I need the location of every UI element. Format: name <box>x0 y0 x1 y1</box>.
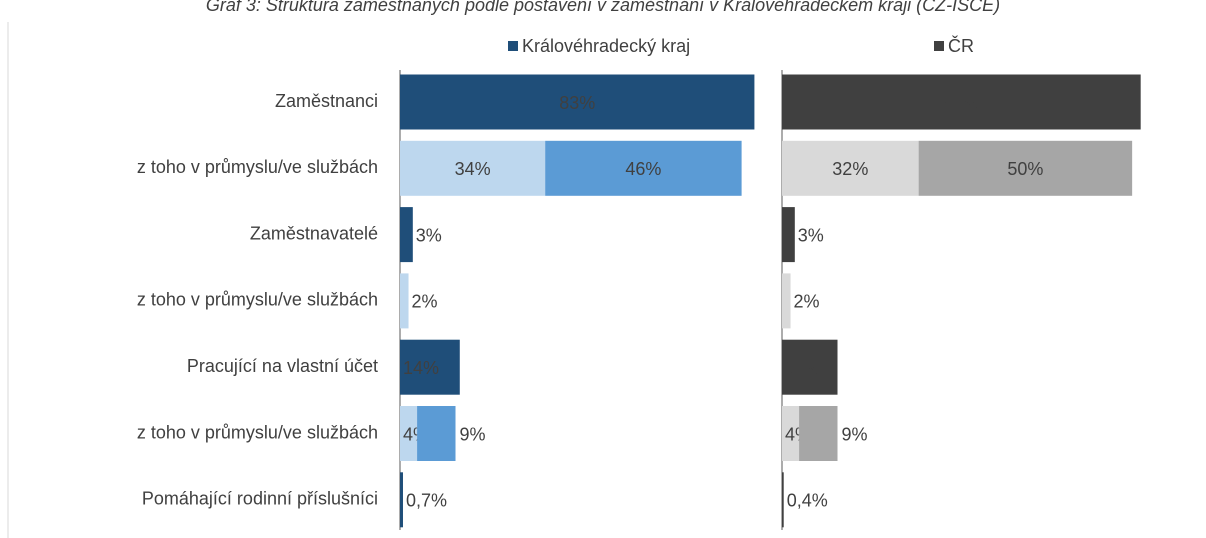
value-label: 34% <box>455 159 491 179</box>
value-label: 13% <box>785 358 821 378</box>
value-label: 32% <box>832 159 868 179</box>
category-label: Zaměstnanci <box>275 91 378 111</box>
bar <box>782 140 919 196</box>
bar <box>782 472 784 528</box>
legend-label: Královéhradecký kraj <box>522 36 690 56</box>
bar <box>400 74 755 130</box>
value-label: 84% <box>943 93 979 113</box>
value-label: 0,7% <box>406 491 447 511</box>
value-label: 9% <box>460 424 486 444</box>
bar <box>782 207 795 263</box>
category-label: z toho v průmyslu/ve službách <box>137 157 378 177</box>
bar <box>799 406 838 461</box>
bar <box>400 207 413 263</box>
value-label: 50% <box>1007 159 1043 179</box>
value-label: 2% <box>412 292 438 312</box>
chart-title: Graf 3: Struktura zaměstnaných podle pos… <box>206 0 1000 15</box>
value-label: 83% <box>559 93 595 113</box>
value-label: 3% <box>798 225 824 245</box>
category-label: Zaměstnavatelé <box>250 223 378 243</box>
bar <box>782 339 838 395</box>
category-label: z toho v průmyslu/ve službách <box>137 290 378 310</box>
bar <box>400 406 418 461</box>
bar <box>782 74 1141 130</box>
legend-swatch <box>934 41 944 51</box>
category-label: Pracující na vlastní účet <box>187 356 378 376</box>
bar <box>400 140 546 196</box>
bar <box>918 140 1133 196</box>
legend-label: ČR <box>948 35 974 56</box>
value-label: 14% <box>403 358 439 378</box>
bar <box>400 339 460 395</box>
value-label: 3% <box>416 225 442 245</box>
category-label: z toho v průmyslu/ve službách <box>137 422 378 442</box>
bar <box>782 406 800 461</box>
bar <box>545 140 742 196</box>
value-label: 2% <box>794 292 820 312</box>
bar <box>400 273 409 329</box>
category-label: Pomáhající rodinní příslušníci <box>142 489 378 509</box>
bar <box>782 273 791 329</box>
value-label: 46% <box>625 159 661 179</box>
value-label: 0,4% <box>787 491 828 511</box>
legend-swatch <box>508 41 518 51</box>
bar <box>400 472 403 528</box>
bar <box>417 406 456 461</box>
value-label: 9% <box>842 424 868 444</box>
